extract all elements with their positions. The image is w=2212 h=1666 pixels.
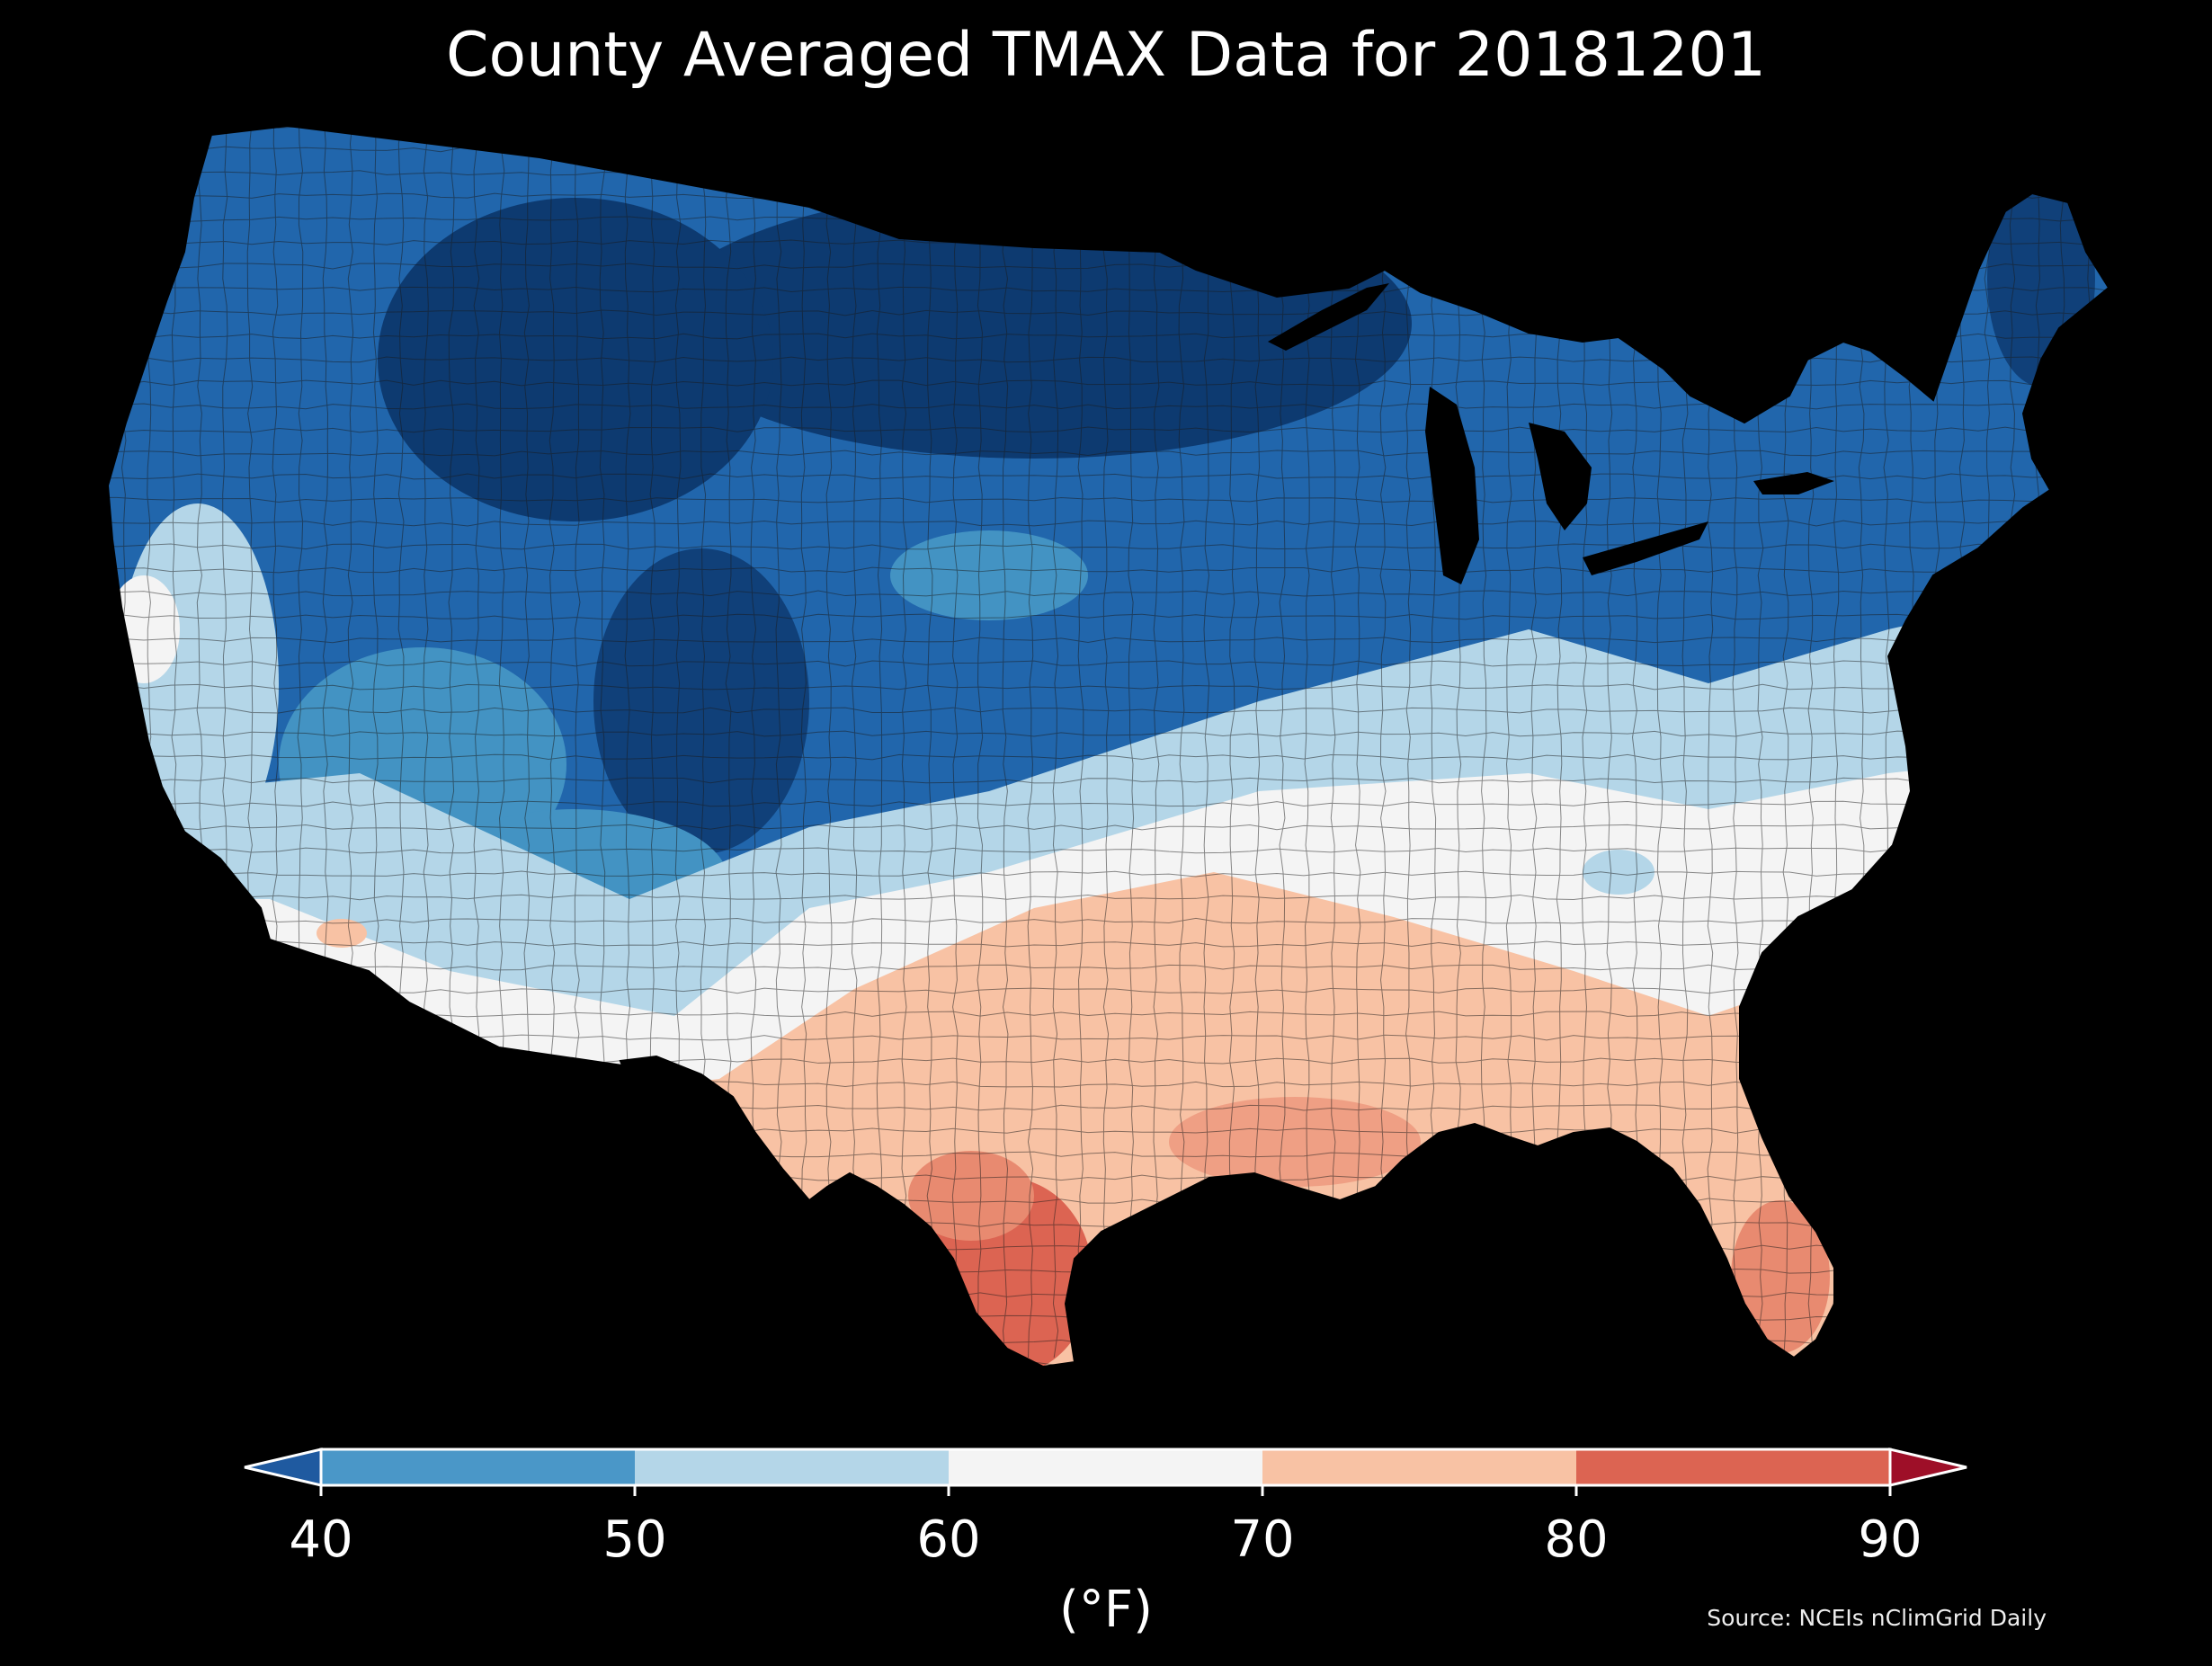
region-gulf-coast-red [1169, 1097, 1421, 1187]
county-border-line [1153, 126, 1160, 1359]
county-border-line [108, 730, 2109, 737]
county-border-line [1279, 126, 1286, 1359]
county-border-line [108, 683, 2109, 690]
lake-huron [1529, 423, 1592, 530]
county-border-line [108, 824, 2109, 831]
county-border-line [108, 707, 2109, 714]
county-border-line [108, 800, 2109, 807]
colorbar-units-label: (°F) [1059, 1581, 1153, 1639]
county-border-line [775, 126, 782, 1359]
region-nebraska-mid-blue [890, 530, 1088, 620]
county-border-line [108, 566, 2109, 574]
colorbar-bin [1576, 1449, 1891, 1485]
colorbar-tick-label: 90 [1858, 1510, 1922, 1569]
county-border-line [108, 590, 2109, 597]
county-border-line [851, 126, 858, 1359]
county-border-line [108, 637, 2109, 644]
colorbar-frame [319, 1448, 1892, 1487]
county-border-line [1379, 126, 1387, 1359]
county-border-line [1304, 126, 1311, 1359]
county-border-line [108, 870, 2109, 878]
county-border-line [926, 126, 933, 1359]
county-border-line [800, 126, 807, 1359]
great-lakes [1268, 283, 1834, 584]
county-border-line [108, 613, 2109, 620]
county-border-line [108, 917, 2109, 924]
colorbar-tick-label: 50 [602, 1510, 667, 1569]
county-border-line [108, 753, 2109, 761]
county-border-line [108, 543, 2109, 550]
county-border-line [108, 473, 2109, 480]
county-border-line [108, 450, 2109, 457]
county-border-line [1052, 126, 1059, 1359]
colorbar-tick-label: 70 [1230, 1510, 1295, 1569]
colorbar-extend-high [1888, 1448, 1967, 1487]
county-border-line [108, 894, 2109, 901]
county-border-line [876, 126, 883, 1359]
county-border-line [1077, 126, 1084, 1359]
county-border-line [1102, 126, 1110, 1359]
colorbar-bin [1262, 1449, 1577, 1485]
region-yuma-light-red [317, 919, 367, 948]
colorbar-tick-label: 80 [1544, 1510, 1609, 1569]
colorbar-bin [635, 1449, 950, 1485]
county-border-line [108, 777, 2109, 784]
county-border-line [1329, 126, 1336, 1359]
county-border-line [108, 660, 2109, 667]
county-border-line [1253, 126, 1261, 1359]
lake-ontario [1753, 472, 1834, 494]
county-border-line [1178, 126, 1185, 1359]
county-border-line [1002, 126, 1009, 1359]
county-border-line [977, 126, 984, 1359]
county-border-line [1228, 126, 1235, 1359]
county-border-line [1128, 126, 1135, 1359]
colorbar-bin [949, 1449, 1263, 1485]
county-border-line [108, 847, 2109, 854]
county-border-line [108, 496, 2109, 503]
map-title: County Averaged TMAX Data for 20181201 [446, 20, 1766, 91]
county-border-line [108, 520, 2109, 527]
colorbar-bin [321, 1449, 636, 1485]
colorbar-bins [244, 1448, 1967, 1487]
county-border-line [1027, 126, 1034, 1359]
region-texas-mid-red [908, 1151, 1034, 1241]
source-credit: Source: NCEIs nClimGrid Daily [1707, 1605, 2047, 1631]
lake-superior [1268, 283, 1389, 351]
lake-erie [1583, 521, 1708, 575]
county-border-line [951, 126, 959, 1359]
county-border-line [1203, 126, 1210, 1359]
county-border-line [825, 126, 833, 1359]
colorbar-extend-low [244, 1448, 323, 1487]
region-florida-mid-red [1731, 1200, 1830, 1353]
colorbar-ticks [319, 1485, 1892, 1496]
colorbar-tick-label: 60 [916, 1510, 981, 1569]
county-border-line [108, 426, 2109, 433]
county-border-line [1405, 126, 1412, 1359]
lake-michigan [1425, 387, 1479, 584]
colorbar-tick-label: 40 [289, 1510, 353, 1569]
county-border-line [901, 126, 907, 1359]
